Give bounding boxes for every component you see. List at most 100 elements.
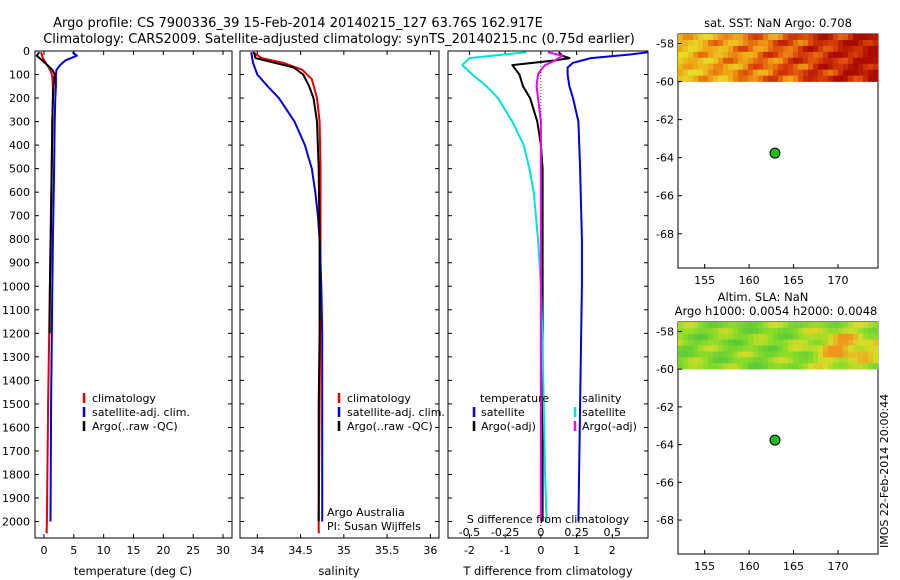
heatmap-cell (783, 75, 789, 82)
heatmap-cell (843, 333, 849, 340)
heatmap-cell (803, 357, 809, 364)
heatmap-cell (793, 345, 799, 352)
heatmap-cell (788, 363, 794, 370)
heatmap-cell (773, 339, 779, 346)
heatmap-cell (833, 57, 839, 65)
heatmap-cell (838, 345, 844, 352)
heatmap-cell (728, 39, 734, 47)
x-tick-label: 170 (828, 274, 849, 287)
heatmap-cell (823, 363, 829, 370)
heatmap-cell (858, 345, 864, 352)
heatmap-cell (813, 34, 819, 41)
heatmap-cell (793, 327, 799, 335)
heatmap-cell (838, 351, 844, 358)
heatmap-cell (763, 339, 769, 346)
heatmap-cell (788, 357, 794, 364)
heatmap-cell (753, 63, 759, 70)
heatmap-cell (833, 75, 839, 82)
heatmap-cell (738, 322, 744, 329)
heatmap-cell (683, 357, 689, 364)
heatmap-cell (858, 63, 864, 70)
heatmap-cell (688, 322, 694, 329)
heatmap-cell (783, 45, 789, 53)
heatmap-cell (688, 345, 694, 352)
heatmap-cell (798, 45, 804, 53)
heatmap-cell (783, 339, 789, 346)
heatmap-cell (833, 357, 839, 364)
heatmap-cell (798, 339, 804, 346)
heatmap-cell (873, 345, 879, 352)
heatmap-cell (753, 351, 759, 358)
heatmap-cell (693, 57, 699, 65)
heatmap-cell (863, 69, 869, 76)
s-difference-xlabel: S difference from climatology (467, 513, 630, 526)
heatmap-cell (868, 322, 874, 329)
x-tick-label: 1 (573, 544, 580, 557)
heatmap-cell (733, 75, 739, 82)
heatmap-cell (748, 345, 754, 352)
heatmap-cell (818, 351, 824, 358)
heatmap-cell (698, 322, 704, 329)
heatmap-cell (848, 351, 854, 358)
x-tick-label: -2 (464, 544, 475, 557)
heatmap-cell (868, 333, 874, 340)
heatmap-cell (703, 351, 709, 358)
heatmap-cell (733, 34, 739, 41)
heatmap-cell (853, 322, 859, 329)
heatmap-cell (738, 51, 744, 59)
y-tick-label: 1000 (2, 280, 30, 293)
heatmap-cell (818, 34, 824, 41)
heatmap-cell (688, 327, 694, 335)
heatmap-cell (703, 45, 709, 53)
heatmap-cell (713, 363, 719, 370)
heatmap-cell (758, 57, 764, 65)
heatmap-cell (693, 339, 699, 346)
heatmap-cell (723, 57, 729, 65)
heatmap-cell (813, 51, 819, 59)
series-line-climatology (252, 51, 322, 534)
heatmap-cell (863, 351, 869, 358)
heatmap-cell (763, 45, 769, 53)
heatmap-cell (798, 322, 804, 329)
heatmap-cell (743, 363, 749, 370)
heatmap-cell (693, 357, 699, 364)
heatmap-cell (838, 333, 844, 340)
heatmap-cell (733, 327, 739, 335)
heatmap-cell (768, 39, 774, 47)
heatmap-cell (833, 322, 839, 329)
x-tick-label: 160 (739, 560, 760, 573)
heatmap-cell (763, 39, 769, 47)
heatmap-cell (808, 63, 814, 70)
heatmap-cell (678, 333, 684, 340)
heatmap-cell (823, 34, 829, 41)
heatmap-cell (798, 57, 804, 65)
heatmap-cell (843, 339, 849, 346)
heatmap-cell (873, 45, 879, 53)
t-difference-xlabel: T difference from climatology (462, 564, 633, 578)
heatmap-cell (828, 327, 834, 335)
heatmap-cell (748, 363, 754, 370)
heatmap-cell (808, 57, 814, 65)
heatmap-cell (723, 363, 729, 370)
figure-title-line1: Argo profile: CS 7900336_39 15-Feb-2014 … (53, 16, 543, 31)
heatmap-cell (698, 63, 704, 70)
heatmap-cell (873, 322, 879, 329)
heatmap-cell (778, 333, 784, 340)
legend-label: climatology (347, 392, 411, 405)
legend-label: satellite (582, 406, 626, 419)
heatmap-cell (798, 357, 804, 364)
heatmap-cell (733, 345, 739, 352)
heatmap-cell (683, 75, 689, 82)
heatmap-cell (743, 45, 749, 53)
heatmap-cell (748, 63, 754, 70)
heatmap-cell (678, 357, 684, 364)
y-tick-label: 1900 (2, 492, 30, 505)
heatmap-cell (683, 345, 689, 352)
y-tick-label: 700 (9, 210, 30, 223)
heatmap-cell (713, 339, 719, 346)
heatmap-cell (693, 39, 699, 47)
heatmap-cell (803, 39, 809, 47)
heatmap-cell (718, 34, 724, 41)
heatmap-cell (788, 345, 794, 352)
heatmap-cell (848, 327, 854, 335)
